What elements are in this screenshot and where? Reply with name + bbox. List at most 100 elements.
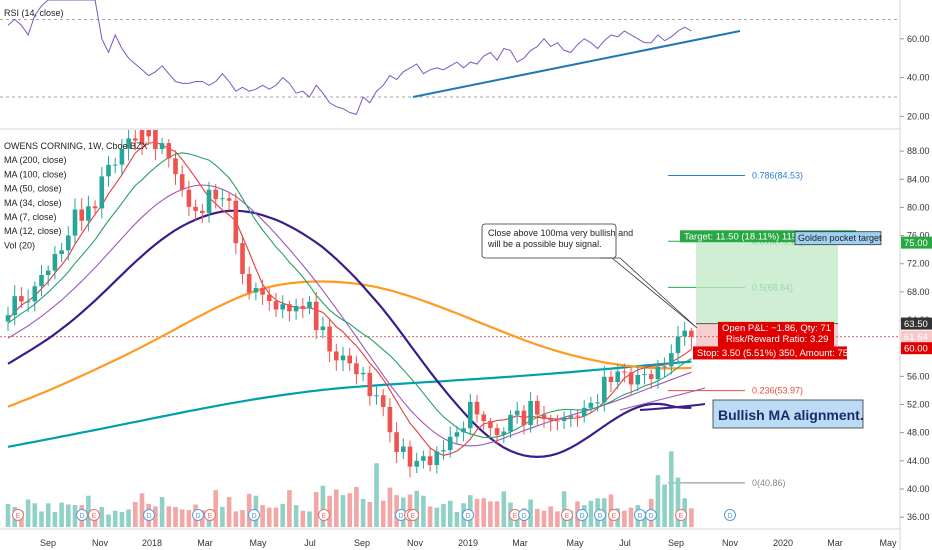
legend-entry: MA (12, close) (4, 226, 62, 236)
volume-bar (340, 495, 346, 527)
price-tick-label: 56.00 (907, 371, 930, 381)
candle-body (441, 450, 446, 452)
candle-body (12, 296, 17, 316)
earnings-event-icon (88, 509, 100, 521)
dividend-event-icon (192, 509, 204, 521)
x-tick-label: Jul (619, 538, 631, 548)
earnings-event-icon (204, 509, 216, 521)
event-letter: D (579, 513, 584, 520)
price-tag-label: 75.00 (904, 238, 928, 249)
candle-body (622, 371, 627, 373)
volume-bar (246, 493, 252, 527)
volume-bar (548, 506, 553, 527)
candle-body (66, 235, 71, 251)
volume-bar (622, 510, 627, 527)
volume-bar (360, 498, 366, 527)
candle-body (535, 401, 540, 415)
candle-body (608, 376, 614, 382)
candle-body (427, 456, 433, 466)
volume-bar (32, 503, 38, 527)
volume-bar (488, 501, 493, 527)
candle-body (635, 374, 641, 385)
candle-body (193, 206, 198, 211)
volume-bar (541, 510, 547, 527)
price-tick-label: 72.00 (907, 259, 930, 269)
open-pnl-label: Open P&L: −1.86, Qty: 71 (722, 323, 831, 334)
candle-body (401, 446, 406, 453)
candle-body (119, 148, 125, 165)
volume-bar (267, 507, 272, 527)
volume-bar (628, 507, 634, 527)
callout-line-1: Close above 100ma very bullish and (488, 228, 633, 238)
price-tick-label: 88.00 (907, 146, 930, 156)
price-tag-label: 61.64 (904, 332, 928, 343)
price-tick-label: 44.00 (907, 456, 930, 466)
earnings-event-icon (12, 509, 24, 521)
candle-body (186, 189, 192, 207)
x-tick-label: Nov (92, 538, 109, 548)
dividend-event-icon (645, 509, 657, 521)
event-letter: E (92, 513, 97, 520)
candle-body (25, 301, 31, 303)
dividend-event-icon (76, 509, 88, 521)
x-tick-label: Mar (197, 538, 213, 548)
legend-entry: MA (7, close) (4, 212, 57, 222)
volume-bar (186, 510, 192, 527)
candle-body (233, 200, 239, 244)
volume-bar (354, 487, 359, 527)
x-tick-label: Sep (354, 538, 370, 548)
volume-bar (427, 506, 433, 527)
event-letter: D (597, 513, 602, 520)
candle-body (139, 130, 145, 145)
legend-entry: MA (200, close) (4, 155, 67, 165)
event-letter: D (79, 513, 84, 520)
candle-body (246, 274, 252, 293)
x-tick-label: Sep (668, 538, 684, 548)
candle-body (514, 410, 520, 415)
candle-body (454, 432, 460, 437)
volume-bar (66, 504, 71, 527)
candle-body (159, 143, 165, 150)
volume-bar (280, 503, 285, 527)
candle-body (179, 174, 185, 190)
x-tick-label: May (249, 538, 267, 548)
volume-bar (133, 502, 138, 527)
candle-body (5, 315, 11, 322)
volume-bar (213, 490, 218, 527)
candle-body (253, 288, 259, 293)
legend-entry: Vol (20) (4, 240, 35, 250)
ma34-extension (619, 387, 706, 411)
earnings-event-icon (318, 509, 330, 521)
target-label: Target: 11.50 (18.11%) 1150, (684, 231, 805, 242)
candle-body (133, 138, 138, 141)
x-tick-label: 2018 (142, 538, 162, 548)
candle-body (481, 414, 486, 422)
dividend-event-icon (248, 509, 260, 521)
volume-bar (662, 484, 667, 527)
pnl-badge (718, 321, 834, 347)
x-tick-label: Sep (40, 538, 56, 548)
callout-line-2: will be a possible buy signal. (487, 239, 602, 249)
volume-bar (5, 503, 11, 527)
candle-body (146, 130, 151, 137)
callout-box (481, 223, 617, 259)
volume-bar (119, 512, 125, 527)
volume-bar (153, 506, 158, 527)
rsi-tick-label: 60.00 (907, 34, 930, 44)
volume-bar (126, 509, 131, 527)
x-tick-label: May (879, 538, 897, 548)
candle-body (213, 189, 218, 200)
volume-bar (112, 510, 118, 527)
candle-body (267, 294, 272, 302)
volume-bar (441, 503, 446, 527)
candle-body (421, 456, 426, 461)
event-letter: D (727, 513, 732, 520)
volume-bar (327, 495, 332, 527)
candle-body (300, 305, 306, 308)
volume-bar (106, 514, 111, 527)
event-letter: E (679, 513, 684, 520)
ma-alignment-box (712, 399, 864, 429)
rsi-trendline (412, 30, 741, 98)
candle-body (340, 355, 346, 361)
candle-body (581, 407, 587, 417)
